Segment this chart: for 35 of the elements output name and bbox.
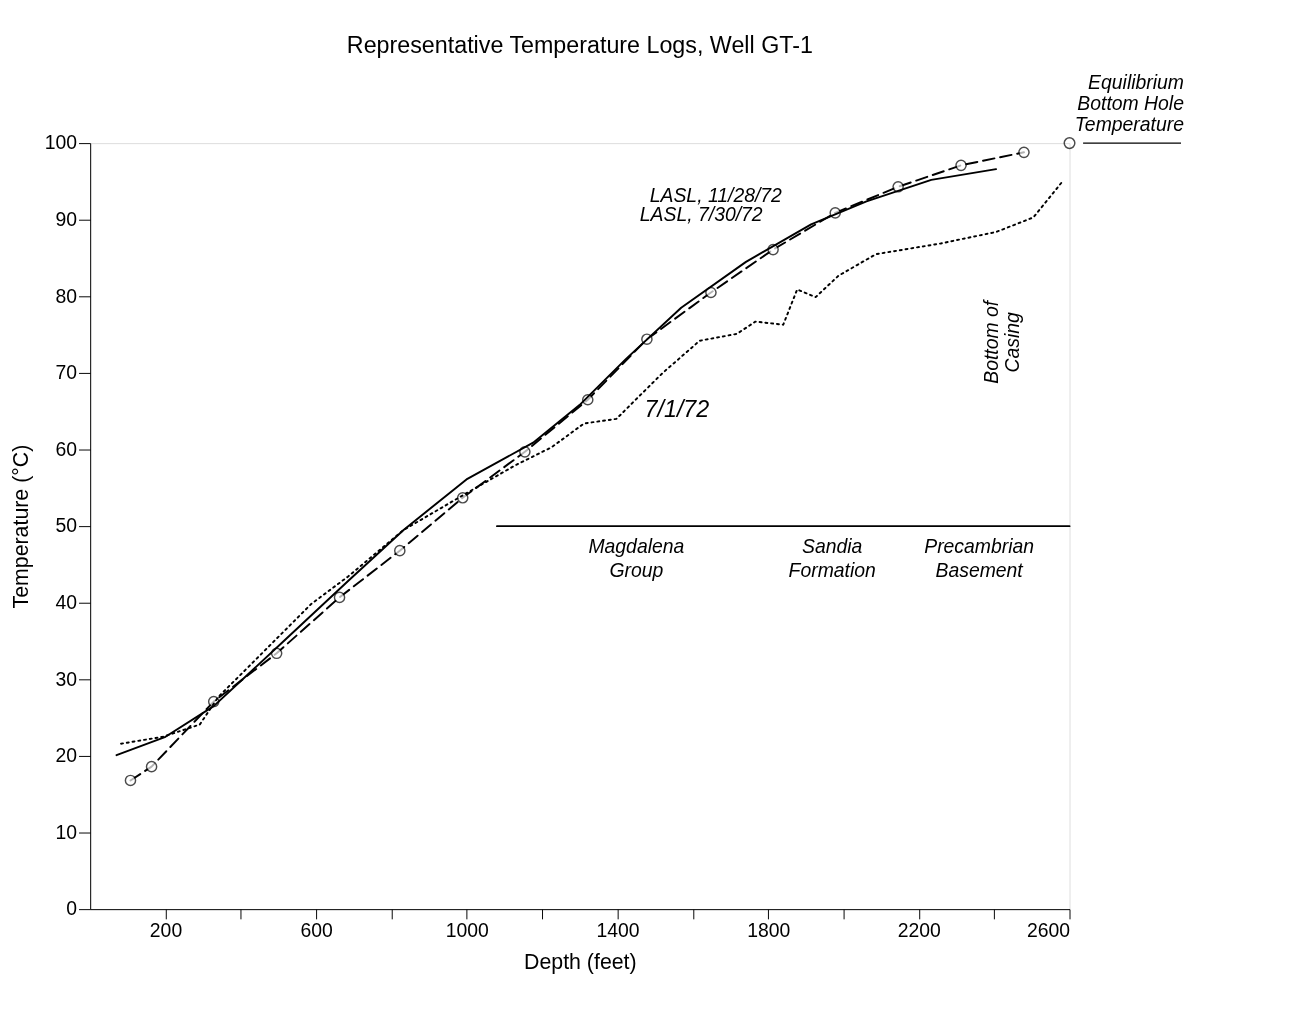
x-tick-label: 1400 bbox=[596, 918, 640, 941]
x-tick-label: 1800 bbox=[747, 918, 791, 941]
x-tick-label: 2600 bbox=[1026, 918, 1071, 941]
y-axis-title: Temperature (°C) bbox=[9, 444, 34, 609]
point bbox=[124, 774, 137, 787]
x-tick-label: 200 bbox=[149, 918, 183, 941]
annotation: Magdalena Group bbox=[588, 535, 685, 581]
y-tick-label: 60 bbox=[55, 437, 78, 460]
x-axis-title: Depth (feet) bbox=[524, 949, 637, 974]
point bbox=[393, 544, 406, 557]
y-tick-label: 80 bbox=[55, 284, 78, 307]
chart-title: Representative Temperature Logs, Well GT-1 bbox=[346, 31, 813, 58]
point bbox=[705, 286, 717, 299]
annotation: Bottom of Casing bbox=[979, 298, 1024, 384]
y-tick-label: 70 bbox=[55, 361, 78, 384]
y-tick-label: 10 bbox=[55, 820, 78, 843]
x-tick-label: 1000 bbox=[445, 918, 490, 941]
x-tick-label: 600 bbox=[300, 918, 334, 941]
series-label: 7/1/72 bbox=[644, 395, 710, 422]
point bbox=[333, 591, 346, 604]
y-tick-label: 20 bbox=[55, 744, 78, 767]
y-tick-label: 30 bbox=[55, 667, 78, 690]
annotation: Sandia Formation bbox=[788, 535, 876, 581]
y-tick-label: 50 bbox=[55, 514, 78, 537]
point bbox=[1018, 146, 1030, 159]
series-label: LASL, 11/28/72 bbox=[649, 184, 783, 207]
annotation: Precambrian Basement bbox=[924, 535, 1035, 581]
annotation: Equilibrium Bottom Hole Temperature bbox=[1074, 70, 1185, 136]
y-tick-label: 0 bbox=[66, 897, 78, 920]
y-tick-label: 100 bbox=[44, 131, 78, 154]
y-tick-label: 40 bbox=[55, 591, 78, 614]
point bbox=[955, 159, 967, 172]
y-tick-label: 90 bbox=[55, 208, 78, 231]
point bbox=[145, 760, 158, 773]
x-tick-label: 2200 bbox=[897, 918, 942, 941]
